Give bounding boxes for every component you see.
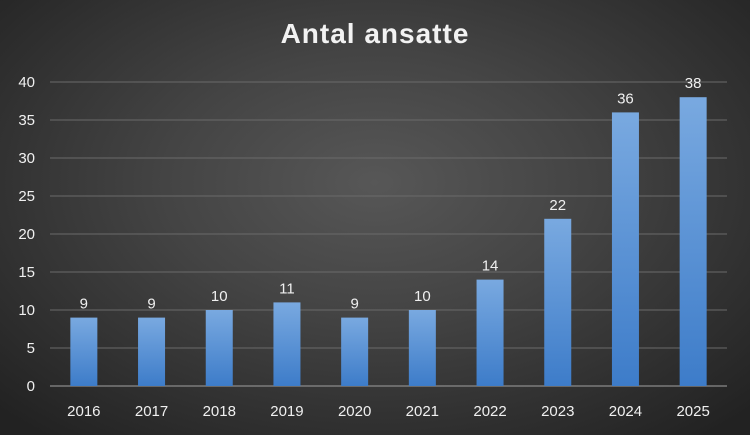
- x-tick-label-2018: 2018: [203, 403, 236, 420]
- data-label-2024: 36: [617, 90, 634, 107]
- bar-2025: [679, 97, 707, 386]
- y-tick-label: 30: [18, 150, 35, 167]
- data-label-2023: 22: [549, 197, 566, 214]
- y-tick-label: 25: [18, 188, 35, 205]
- y-tick-label: 35: [18, 112, 35, 129]
- data-label-2016: 9: [80, 296, 88, 313]
- x-tick-label-2020: 2020: [338, 403, 371, 420]
- data-label-2020: 9: [350, 296, 358, 313]
- bar-2022: [476, 279, 504, 386]
- x-tick-label-2016: 2016: [67, 403, 100, 420]
- y-tick-label: 20: [18, 226, 35, 243]
- data-label-2019: 11: [279, 280, 295, 297]
- x-tick-label-2023: 2023: [541, 403, 574, 420]
- y-tick-label: 5: [27, 340, 35, 357]
- x-tick-label-2019: 2019: [270, 403, 303, 420]
- bar-2017: [138, 317, 166, 386]
- labels: 0510152025303540920169201710201811201992…: [18, 74, 710, 420]
- bar-2024: [611, 112, 639, 387]
- y-tick-label: 10: [18, 302, 35, 319]
- y-tick-label: 15: [18, 264, 35, 281]
- bars: [70, 97, 707, 387]
- bar-2016: [70, 317, 98, 386]
- bar-2019: [273, 302, 301, 386]
- bar-2021: [408, 310, 436, 386]
- x-tick-label-2021: 2021: [406, 403, 439, 420]
- x-tick-label-2025: 2025: [676, 403, 709, 420]
- y-tick-label: 40: [18, 74, 35, 91]
- chart-title: Antal ansatte: [280, 18, 470, 49]
- data-label-2022: 14: [482, 258, 499, 275]
- y-tick-label: 0: [27, 378, 35, 395]
- data-label-2025: 38: [685, 75, 702, 92]
- x-tick-label-2024: 2024: [609, 403, 642, 420]
- bar-2020: [341, 317, 369, 386]
- x-tick-label-2022: 2022: [473, 403, 506, 420]
- data-label-2017: 9: [147, 296, 155, 313]
- bar-2018: [205, 310, 233, 386]
- data-label-2018: 10: [211, 288, 228, 305]
- bar-2023: [544, 218, 572, 386]
- x-tick-label-2017: 2017: [135, 403, 168, 420]
- data-label-2021: 10: [414, 288, 431, 305]
